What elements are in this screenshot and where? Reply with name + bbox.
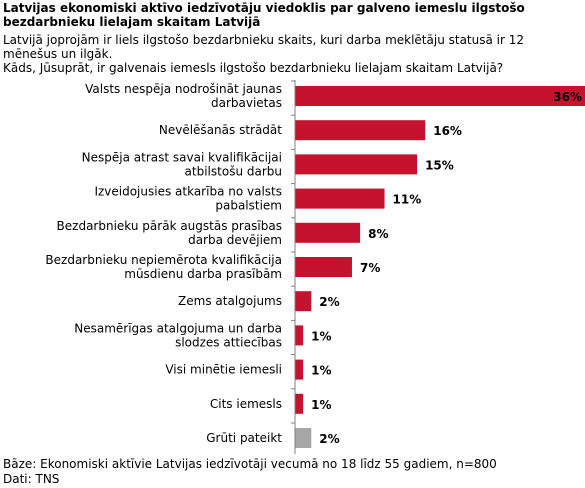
value-label-1: 36% [553,90,582,104]
chart-intro: Latvijā joprojām ir liels ilgstošo bezda… [3,33,525,61]
category-label-3: Nespēja atrast savai kvalifikācijai atbil… [82,150,282,178]
category-label-4: Izveidojusies atkarība no valsts pabalsti… [94,185,282,213]
bar-3 [295,154,418,175]
chart-title: Latvijas ekonomiski aktīvo iedzīvotāju v… [3,1,525,29]
category-label-6: Bezdarbnieku nepiemērota kvalifikācija mū… [45,253,282,281]
value-label-8: 1% [311,329,331,343]
category-label-2: Nevēlēšanās strādāt [159,123,282,137]
survey-question: Kāds, Jūsuprāt, ir galvenais iemesls ilg… [3,61,504,75]
bar-9 [295,359,304,380]
category-label-5: Bezdarbnieku pārāk augstās prasības darba… [57,219,282,247]
bar-10 [295,393,304,414]
data-source: Dati: TNS [3,472,60,486]
value-label-11: 2% [319,432,339,446]
value-label-10: 1% [311,398,331,412]
value-label-9: 1% [311,364,331,378]
bar-6 [295,257,352,277]
bar-5 [295,222,361,243]
bar-4 [295,188,385,209]
bar-1 [295,86,585,106]
value-label-7: 2% [319,295,339,309]
category-label-7: Zems atalgojums [178,294,282,308]
category-label-9: Visi minētie iemesli [165,363,282,377]
base-note: Bāze: Ekonomiski aktīvie Latvijas iedzīv… [3,457,497,471]
category-label-10: Cits iemesls [210,397,282,411]
bar-11 [295,428,312,448]
value-label-4: 11% [393,193,422,207]
bar-chart: Valsts nespēja nodrošināt jaunas darbavie… [45,80,585,454]
bar-8 [295,325,304,346]
bar-7 [295,291,312,312]
category-label-1: Valsts nespēja nodrošināt jaunas darbavie… [85,82,282,110]
bar-2 [295,120,426,141]
value-label-5: 8% [368,227,388,241]
value-label-6: 7% [360,261,380,275]
category-label-11: Grūti pateikt [206,431,282,445]
value-label-3: 15% [425,158,454,172]
value-label-2: 16% [433,124,462,138]
category-label-8: Nesamērīgas atalgojuma un darba slodzes a… [74,321,282,349]
